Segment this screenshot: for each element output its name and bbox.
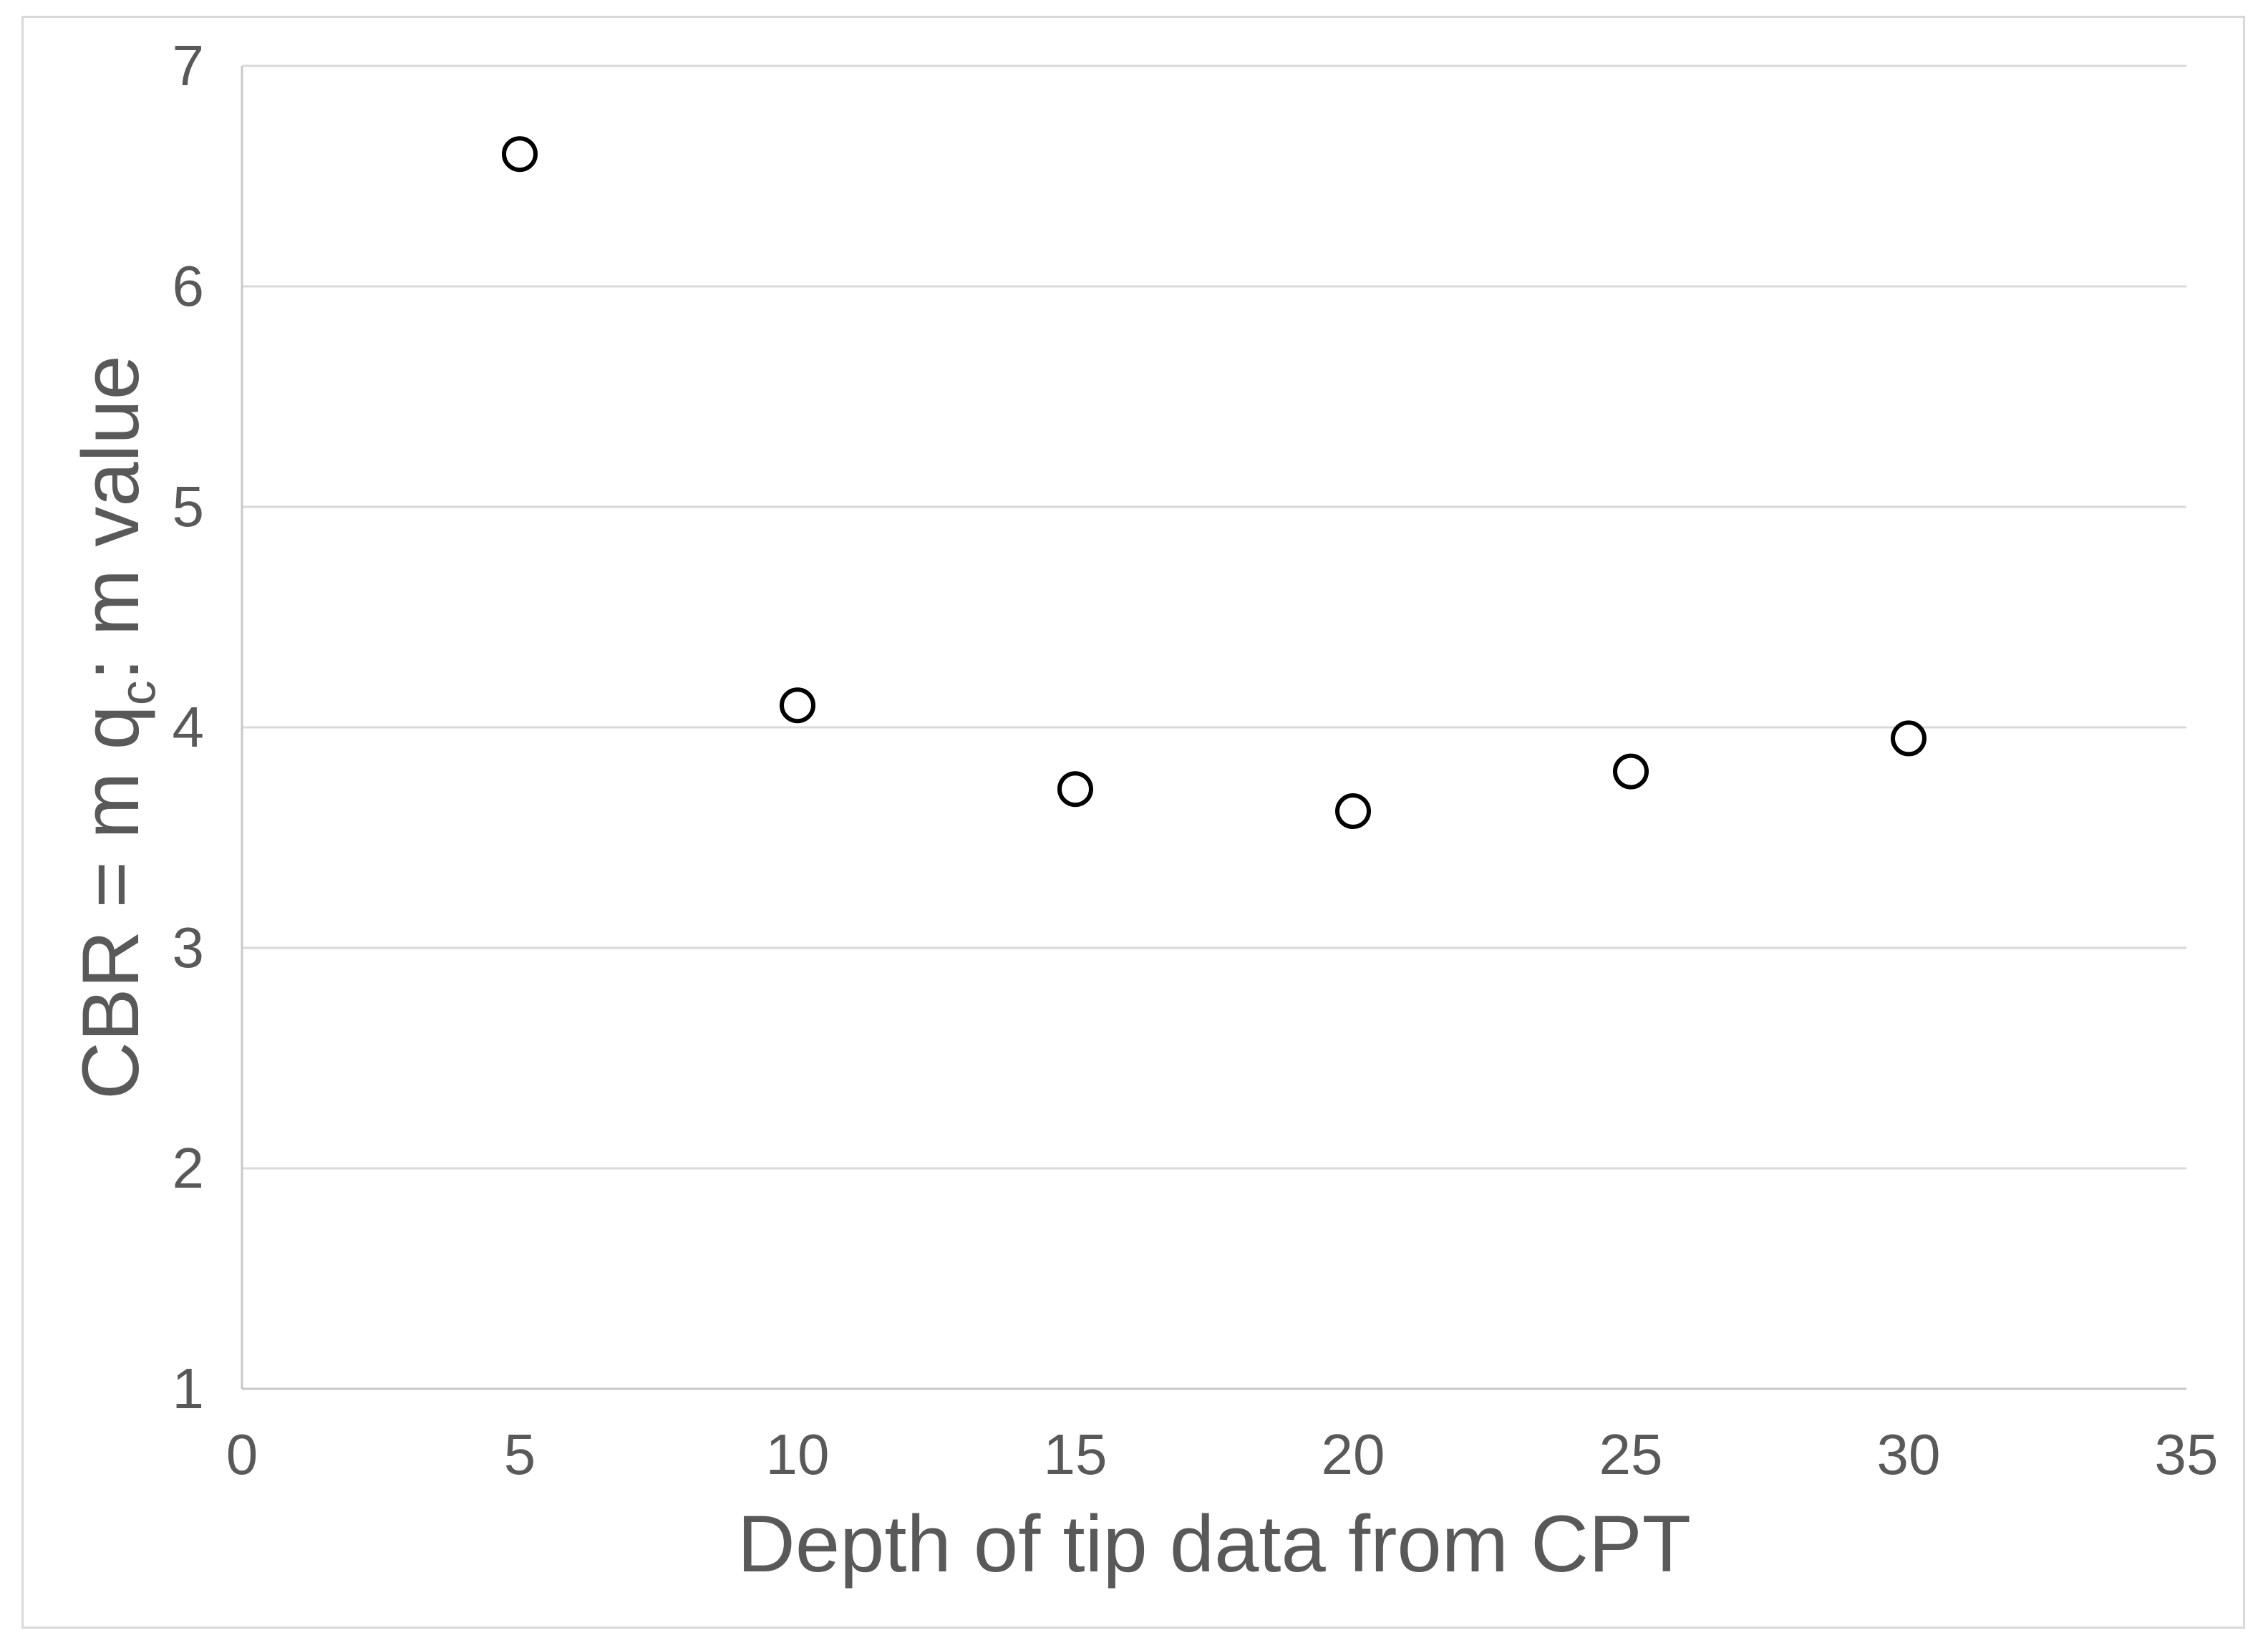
data-point-5: [502, 136, 538, 173]
chart-outer-border: [21, 16, 2245, 1629]
y-tick-label-5: 5: [172, 475, 205, 538]
y-axis-title-prefix: CBR = m q: [66, 705, 155, 1100]
x-tick-label-25: 25: [1599, 1422, 1663, 1486]
x-tick-label-30: 30: [1876, 1422, 1941, 1486]
data-point-10: [780, 687, 815, 724]
y-tick-label-4: 4: [172, 695, 205, 759]
x-axis-title: Depth of tip data from CPT: [737, 1499, 1692, 1589]
data-point-30: [1891, 720, 1927, 757]
y-tick-label-1: 1: [172, 1357, 205, 1420]
y-axis-title-suffix: : m value: [66, 355, 155, 681]
y-tick-label-7: 7: [172, 34, 205, 97]
data-point-15: [1057, 771, 1093, 808]
y-axis-title: CBR = m qc: m value: [66, 355, 165, 1100]
x-tick-label-35: 35: [2154, 1422, 2219, 1486]
data-point-20: [1335, 793, 1371, 830]
x-tick-label-0: 0: [226, 1422, 258, 1486]
y-tick-label-6: 6: [172, 254, 205, 318]
data-point-25: [1613, 753, 1649, 790]
x-tick-label-5: 5: [503, 1422, 536, 1486]
y-tick-label-3: 3: [172, 916, 205, 979]
x-tick-label-20: 20: [1321, 1422, 1385, 1486]
y-axis-title-subscript: c: [110, 680, 166, 706]
x-tick-label-15: 15: [1043, 1422, 1108, 1486]
x-tick-label-10: 10: [765, 1422, 830, 1486]
y-tick-label-2: 2: [172, 1136, 205, 1200]
